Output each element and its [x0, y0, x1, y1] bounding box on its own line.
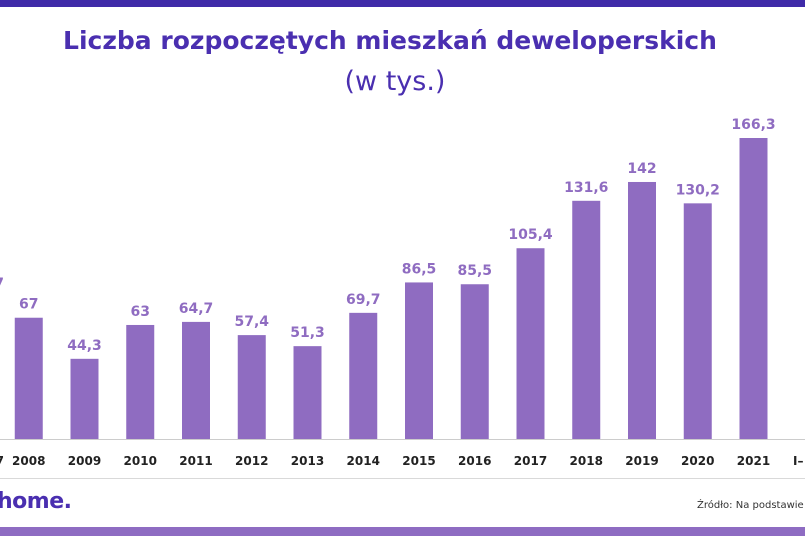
x-tick-label-2012: 2012 [235, 454, 268, 468]
value-label-2011: 64,7 [179, 301, 214, 317]
value-label-2015: 86,5 [402, 261, 437, 277]
value-label-7: 7 [0, 276, 4, 292]
x-tick-label-2010: 2010 [124, 454, 157, 468]
value-label-2009: 44,3 [67, 338, 102, 354]
x-tick-label-2016: 2016 [458, 454, 491, 468]
bar-2008 [14, 317, 43, 439]
value-label-2017: 105,4 [508, 227, 553, 243]
bar-2014 [349, 312, 378, 439]
value-label-2013: 51,3 [290, 325, 325, 341]
value-label-2008: 67 [19, 297, 38, 313]
value-label-2020: 130,2 [676, 182, 720, 198]
bar-2017 [516, 248, 545, 439]
chart-title: Liczba rozpoczętych mieszkań dewelopersk… [63, 26, 717, 55]
value-label-2016: 85,5 [457, 263, 492, 279]
chart-subtitle: (w tys.) [344, 66, 446, 97]
x-tick-label-2019: 2019 [625, 454, 658, 468]
bar-2015 [405, 282, 433, 439]
bar-2011 [182, 321, 210, 439]
source-note: Źródło: Na podstawie d [697, 500, 805, 511]
value-label-2010: 63 [131, 304, 150, 320]
x-tick-label-2013: 2013 [291, 454, 324, 468]
x-tick-label-2015: 2015 [402, 454, 435, 468]
x-tick-label-2008: 2008 [12, 454, 45, 468]
value-label-2014: 69,7 [346, 292, 381, 308]
bar-2018 [572, 200, 601, 439]
brand-logo: home. [0, 489, 72, 514]
x-tick-label-2020: 2020 [681, 454, 714, 468]
x-tick-label-I–: I– [793, 454, 803, 468]
value-label-2021: 166,3 [731, 117, 775, 133]
x-tick-label-2011: 2011 [179, 454, 212, 468]
bar-chart: 7 7 67 2008 44,3 2009 63 2010 64,7 2011 57,4 2012 51… [0, 117, 805, 468]
bar-2012 [237, 335, 266, 439]
bar-2009 [70, 358, 99, 439]
x-tick-label-2017: 2017 [514, 454, 547, 468]
bar-2020 [683, 203, 712, 439]
x-tick-label-2021: 2021 [737, 454, 770, 468]
x-tick-label-7: 7 [0, 454, 4, 468]
footer-divider [0, 478, 805, 479]
bar-2019 [628, 181, 656, 440]
value-label-2012: 57,4 [234, 314, 269, 330]
bar-2010 [126, 324, 155, 439]
top-stripe [0, 0, 805, 7]
value-label-2019: 142 [627, 161, 656, 177]
bar-2013 [293, 346, 322, 439]
bottom-stripe [0, 527, 805, 536]
x-tick-label-2018: 2018 [570, 454, 603, 468]
value-label-2018: 131,6 [564, 180, 608, 196]
bar-2021 [739, 138, 768, 439]
x-tick-label-2009: 2009 [68, 454, 101, 468]
x-tick-label-2014: 2014 [347, 454, 380, 468]
bar-2016 [460, 284, 489, 439]
